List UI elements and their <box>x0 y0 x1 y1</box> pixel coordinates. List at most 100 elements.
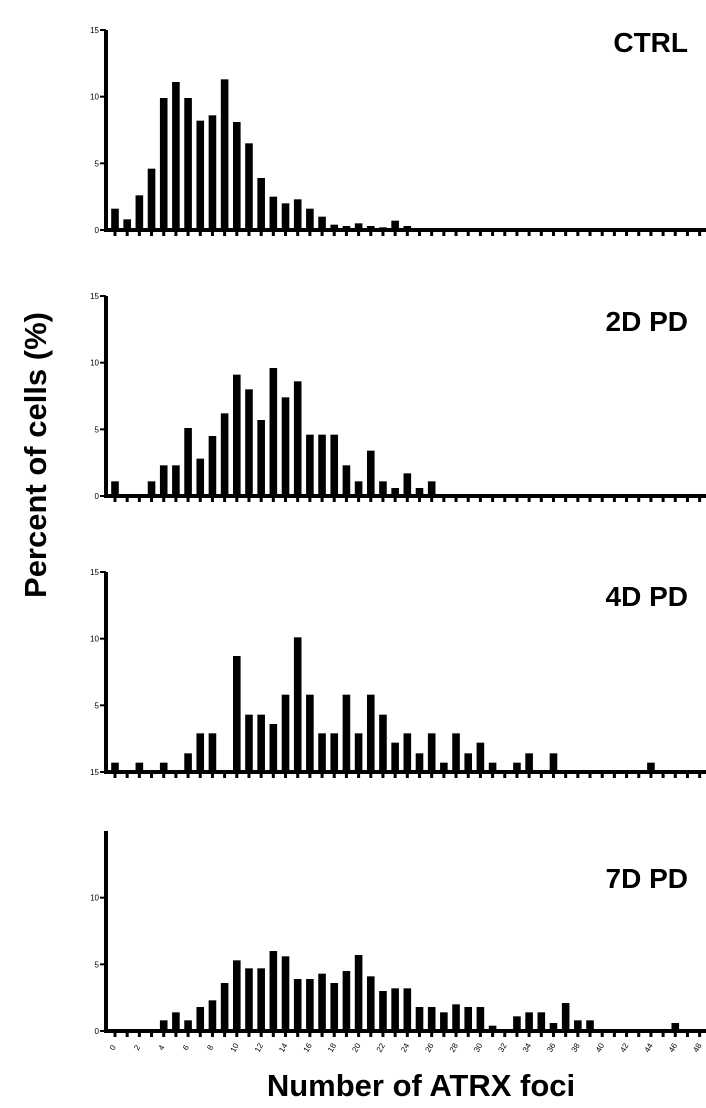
x-tick-label: 8 <box>205 1043 215 1052</box>
x-tick <box>515 497 519 502</box>
bar <box>147 481 156 496</box>
x-tick <box>698 1032 702 1037</box>
x-tick <box>320 231 324 236</box>
bar <box>403 988 412 1031</box>
x-tick <box>247 497 251 502</box>
bar <box>549 753 558 772</box>
bar <box>391 488 399 496</box>
bar <box>281 397 290 496</box>
bar <box>403 473 412 496</box>
bar <box>476 742 485 772</box>
bar <box>184 98 192 230</box>
x-tick <box>442 497 446 502</box>
x-tick-label: 42 <box>618 1041 631 1054</box>
panel-2: 0 5 10 15 2D PD <box>90 292 706 502</box>
x-tick <box>576 497 580 502</box>
bar <box>281 694 290 772</box>
x-tick <box>259 231 263 236</box>
x-tick <box>588 773 592 778</box>
panel-title: 7D PD <box>606 863 688 894</box>
x-tick <box>125 497 129 502</box>
bar <box>220 79 229 230</box>
bar <box>513 762 521 772</box>
x-tick <box>284 231 288 236</box>
y-tick-label: 15 <box>90 26 99 35</box>
x-tick <box>527 497 531 502</box>
x-tick <box>271 231 275 236</box>
bar <box>233 374 241 496</box>
x-tick <box>478 497 482 502</box>
x-tick <box>442 231 446 236</box>
bar <box>257 968 265 1031</box>
x-tick <box>673 497 677 502</box>
bar <box>159 465 168 496</box>
x-tick <box>125 1032 129 1037</box>
x-tick <box>137 1032 141 1037</box>
bar <box>269 724 278 772</box>
bar <box>464 753 473 772</box>
bar <box>330 434 339 496</box>
bar <box>561 1003 570 1031</box>
bar <box>403 226 412 230</box>
x-tick <box>588 231 592 236</box>
bar <box>233 656 241 772</box>
x-tick <box>515 231 519 236</box>
x-tick <box>564 231 568 236</box>
x-tick <box>405 231 409 236</box>
x-tick <box>150 773 154 778</box>
bar <box>220 413 229 496</box>
bar <box>379 481 387 496</box>
x-tick <box>223 497 227 502</box>
x-tick-label: 48 <box>691 1041 704 1054</box>
x-tick <box>320 773 324 778</box>
bar <box>306 694 314 772</box>
bar <box>184 1020 192 1031</box>
bar <box>172 82 180 230</box>
x-tick <box>661 497 665 502</box>
x-tick-label: 30 <box>472 1041 485 1054</box>
bar <box>111 762 119 772</box>
x-tick <box>564 497 568 502</box>
x-tick <box>454 1032 458 1037</box>
bar <box>281 203 290 230</box>
x-tick <box>320 1032 324 1037</box>
bar <box>476 1007 485 1031</box>
x-tick <box>186 1032 190 1037</box>
x-tick <box>259 773 263 778</box>
bar <box>391 742 399 772</box>
bar <box>257 714 265 772</box>
bar <box>306 434 314 496</box>
bar <box>233 960 241 1031</box>
x-tick-label: 16 <box>302 1041 315 1054</box>
x-tick-label: 0 <box>108 1043 118 1052</box>
x-tick <box>612 773 616 778</box>
x-tick <box>296 497 300 502</box>
x-tick <box>369 497 373 502</box>
x-tick <box>150 1032 154 1037</box>
x-tick <box>357 497 361 502</box>
x-tick <box>430 231 434 236</box>
y-tick-label: 5 <box>95 960 100 969</box>
x-tick <box>564 1032 568 1037</box>
x-tick <box>588 497 592 502</box>
x-tick <box>685 497 689 502</box>
x-tick <box>174 773 178 778</box>
x-tick <box>271 1032 275 1037</box>
x-tick <box>661 773 665 778</box>
x-tick <box>466 1032 470 1037</box>
x-tick <box>369 231 373 236</box>
bar <box>208 1000 217 1031</box>
bar <box>196 733 205 772</box>
bar <box>318 216 326 230</box>
panel-title: CTRL <box>613 27 688 58</box>
x-tick <box>247 231 251 236</box>
x-tick <box>685 773 689 778</box>
x-tick <box>393 773 397 778</box>
x-tick <box>210 231 214 236</box>
bar <box>513 1016 521 1031</box>
x-tick <box>332 1032 336 1037</box>
x-tick <box>491 231 495 236</box>
x-tick <box>539 231 543 236</box>
x-tick <box>576 773 580 778</box>
x-tick <box>430 773 434 778</box>
